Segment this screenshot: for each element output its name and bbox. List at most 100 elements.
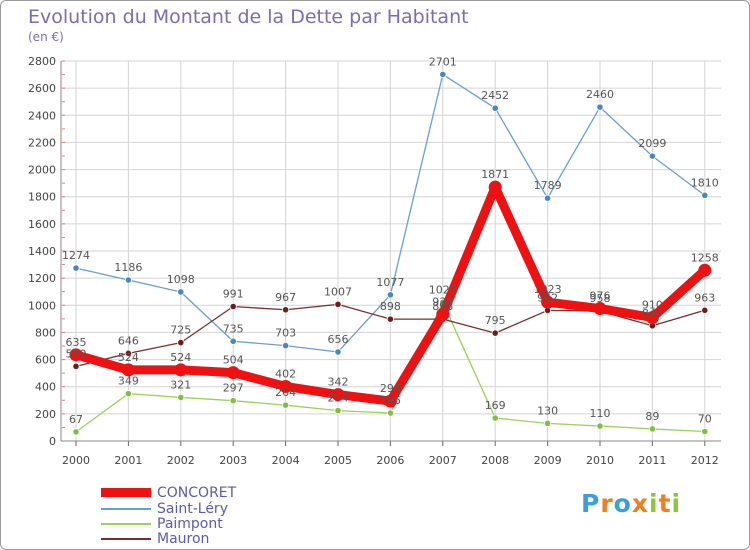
data-label-concoret: 402 [275,367,296,380]
data-point-concoret [174,363,188,377]
data-label-mauron: 898 [380,300,401,313]
x-tick-label: 2001 [114,454,142,467]
logo-letter: i [649,489,659,518]
data-point-concoret [331,388,345,402]
data-point-saint-l-ry [701,191,709,199]
data-label-mauron: 898 [432,300,453,313]
data-point-mauron [386,315,394,323]
data-label-concoret: 504 [223,354,244,367]
data-label-mauron: 991 [223,288,244,301]
y-tick-label: 2600 [28,82,56,95]
data-label-paimpont: 321 [170,378,191,391]
data-label-mauron: 967 [275,291,296,304]
data-label-mauron: 1007 [324,285,352,298]
legend-label-paimpont: Paimpont [157,516,223,532]
data-label-saint-l-ry: 1098 [167,273,195,286]
logo-letter: o [613,489,632,518]
data-point-concoret [383,394,397,408]
data-point-saint-l-ry [439,70,447,79]
data-point-saint-l-ry [386,291,394,299]
legend-swatch-concoret [101,488,151,497]
legend-swatch-mauron [101,538,151,540]
data-point-mauron [701,306,709,314]
data-point-mauron [124,349,133,357]
data-label-concoret: 1023 [534,283,562,296]
data-point-paimpont [701,427,709,436]
logo-letter: r [600,489,614,518]
legend-swatch-saint-lery [101,508,151,510]
x-tick-label: 2006 [376,454,404,467]
legend-label-mauron: Mauron [157,531,210,547]
x-tick-label: 2011 [638,454,666,467]
y-tick-label: 0 [49,435,56,448]
data-point-concoret [279,379,293,393]
data-point-mauron [334,300,342,308]
chart-title: Evolution du Montant de la Dette par Hab… [28,6,469,28]
data-label-mauron: 962 [537,291,558,304]
data-label-paimpont: 67 [69,413,83,426]
x-tick-label: 2008 [481,454,509,467]
data-point-mauron [281,306,290,314]
data-label-concoret: 524 [118,351,139,364]
data-label-mauron: 725 [170,324,191,337]
x-tick-label: 2009 [534,454,562,467]
data-label-saint-l-ry: 1810 [691,176,719,189]
x-tick-label: 2002 [167,454,195,467]
data-label-paimpont: 297 [223,382,244,395]
x-tick-label: 2010 [586,454,614,467]
data-point-concoret [541,295,555,309]
data-point-paimpont [386,409,394,417]
data-label-saint-l-ry: 2701 [429,55,457,68]
y-tick-label: 600 [35,354,56,367]
data-label-concoret: 933 [432,295,453,308]
data-label-saint-l-ry: 735 [223,322,244,335]
data-label-concoret: 524 [170,351,191,364]
data-label-paimpont: 110 [590,407,611,420]
logo-letter: P [581,489,601,518]
data-point-mauron [229,302,237,311]
data-point-concoret [436,307,450,321]
data-point-paimpont [543,419,552,427]
data-label-concoret: 910 [642,299,663,312]
data-point-paimpont [124,390,133,398]
legend-label-concoret: CONCORET [157,485,237,501]
x-tick-label: 2000 [62,454,90,467]
data-label-mauron: 849 [642,307,663,320]
data-label-concoret: 342 [328,376,349,389]
data-point-saint-l-ry [491,104,499,112]
data-point-mauron [491,329,499,337]
data-label-mauron: 963 [694,291,715,304]
y-tick-label: 2000 [28,164,56,177]
data-label-paimpont: 169 [485,399,506,412]
data-point-mauron [72,362,80,370]
x-tick-label: 2003 [219,454,247,467]
y-tick-label: 200 [35,408,56,421]
data-label-paimpont: 206 [380,394,401,407]
y-tick-label: 1800 [28,191,56,204]
data-point-saint-l-ry [72,264,80,272]
y-tick-label: 1600 [28,218,56,231]
y-tick-label: 2800 [28,55,56,68]
data-point-concoret [69,348,83,362]
data-label-saint-l-ry: 1274 [62,249,90,262]
data-label-paimpont: 70 [698,413,712,426]
data-point-saint-l-ry [334,348,342,356]
legend-swatch-paimpont [101,523,151,525]
data-point-saint-l-ry [281,341,290,350]
data-point-saint-l-ry [177,288,185,296]
x-tick-label: 2004 [272,454,300,467]
data-label-concoret: 635 [66,336,87,349]
data-point-saint-l-ry [543,194,552,202]
data-point-mauron [177,339,185,347]
logo-letter: i [671,489,682,518]
y-tick-label: 1400 [28,245,56,258]
data-label-paimpont: 130 [537,404,558,417]
data-label-paimpont: 264 [275,386,296,399]
y-tick-label: 2200 [28,136,56,149]
data-label-paimpont: 89 [645,410,659,423]
y-tick-label: 1200 [28,272,56,285]
y-tick-label: 400 [35,381,56,394]
data-point-paimpont [177,393,185,402]
data-point-saint-l-ry [648,152,657,160]
